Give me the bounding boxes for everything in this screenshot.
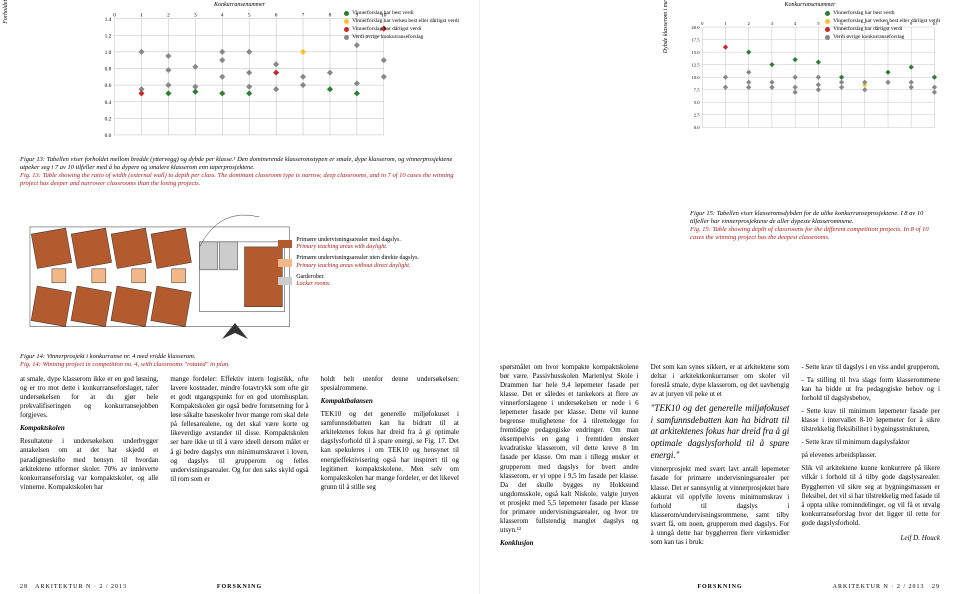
para: vinnerprosjekt med svært lavt antall løp…	[651, 465, 790, 547]
page-num: 28	[20, 584, 28, 590]
svg-text:0: 0	[701, 22, 704, 27]
x-axis-label: Konkurransenummer	[785, 2, 836, 8]
svg-text:12.5: 12.5	[691, 64, 700, 69]
para: mange fordeler: Effektiv intern logistik…	[170, 375, 308, 484]
caption-en: Fig. 15: Table showing depth of classroo…	[690, 226, 929, 241]
svg-text:4: 4	[794, 22, 797, 27]
issue: ARKITEKTUR N · 2 / 2013	[833, 584, 925, 590]
fig13-caption: Figur 13: Tabellen viser forholdet mello…	[20, 156, 459, 189]
footer-right: ARKITEKTUR N · 2 / 2013 29	[833, 584, 940, 590]
para: spørsmålet om hvor kompakte kompaktskole…	[500, 363, 639, 536]
para: - Ta stilling til hva slags form klasser…	[801, 376, 940, 403]
scatter-chart-depth: Konkurransenummer Dybde klasserom i mete…	[680, 10, 940, 150]
svg-text:10.0: 10.0	[691, 76, 700, 81]
body-text-left: at smale, dype klasserom ikke er en god …	[20, 375, 459, 493]
svg-text:3: 3	[771, 22, 774, 27]
para: - Sette krav til minimum løpemeter fasad…	[801, 407, 940, 434]
svg-text:4: 4	[221, 12, 224, 18]
para: at smale, dype klasserom ikke er en god …	[20, 375, 158, 420]
floorplan-legend: Primære undervisningsarealer med dagslys…	[278, 237, 419, 293]
para: Slik vil arkitektene kunne konkurrere på…	[801, 464, 940, 528]
y-axis-label: Forholdet mellom bredde og dybde for kla…	[3, 0, 9, 24]
subhead: Konklusjon	[500, 539, 639, 548]
svg-text:6: 6	[275, 12, 278, 18]
svg-text:0.0: 0.0	[694, 126, 700, 131]
page-right: Konkurransenummer Dybde klasserom i mete…	[480, 0, 960, 594]
byline: Leif D. Houck	[801, 534, 940, 543]
svg-text:17.5: 17.5	[691, 38, 700, 43]
fig15-caption: Figur 15: Tabellen viser klasseromsdybde…	[690, 210, 940, 243]
svg-text:5: 5	[248, 12, 251, 18]
svg-text:5.0: 5.0	[694, 101, 700, 106]
page-left: Konkurransenummer Forholdet mellom bredd…	[0, 0, 480, 594]
subhead: Kompaktbalansen	[321, 397, 459, 406]
svg-text:1.2: 1.2	[105, 33, 112, 39]
svg-text:0.2: 0.2	[105, 116, 112, 122]
svg-text:0.4: 0.4	[105, 100, 112, 106]
svg-text:7: 7	[302, 12, 305, 18]
para: på elevenes arbeidsplasser.	[801, 451, 940, 460]
issue: ARKITEKTUR N · 2 / 2013	[35, 584, 127, 590]
svg-text:5: 5	[817, 22, 820, 27]
svg-text:2: 2	[167, 12, 170, 18]
para: Det som kan synes sikkert, er at arkitek…	[651, 363, 790, 399]
footer-left: 28 ARKITEKTUR N · 2 / 2013	[20, 584, 127, 590]
compass-icon	[220, 321, 250, 341]
svg-text:3: 3	[194, 12, 197, 18]
caption-no: Figur 15: Tabellen viser klasseromsdybde…	[690, 210, 923, 225]
svg-text:2: 2	[748, 22, 751, 27]
svg-text:0.8: 0.8	[105, 67, 112, 73]
pull-quote: "TEK10 og det generelle miljøfokuset i s…	[651, 403, 790, 461]
chart-legend: Vinnerforslag har best verdiVinnerforsla…	[344, 10, 459, 43]
svg-text:1: 1	[140, 12, 143, 18]
svg-text:0.0: 0.0	[105, 133, 112, 139]
footer-center: FORSKNING	[697, 584, 742, 590]
svg-text:1.0: 1.0	[105, 50, 112, 56]
para: - Sette krav til minimum dagslysfaktor	[801, 438, 940, 447]
para: Resultatene i undersøkelsen underbygger …	[20, 437, 158, 492]
para: - Sette krav til dagslys i en viss andel…	[801, 363, 940, 372]
scatter-chart-ratio: Konkurransenummer Forholdet mellom bredd…	[20, 10, 459, 150]
y-axis-label: Dybde klasserom i meter	[663, 0, 669, 53]
caption-no: Figur 14: Vinnerprosjekt i konkurranse n…	[20, 353, 195, 360]
chart-legend: Vinnerforslag har best verdiVinnerforsla…	[825, 10, 940, 43]
body-text-right: spørsmålet om hvor kompakte kompaktskole…	[500, 363, 940, 551]
footer-center: FORSKNING	[217, 584, 262, 590]
svg-text:7.5: 7.5	[694, 89, 700, 94]
caption-no: Figur 13: Tabellen viser forholdet mello…	[20, 156, 452, 171]
svg-text:0.6: 0.6	[105, 83, 112, 89]
svg-text:2.5: 2.5	[694, 114, 700, 119]
svg-text:0: 0	[113, 12, 116, 18]
para: holdt helt utenfor denne undersøkelsen: …	[321, 375, 459, 393]
para: TEK10 og det generelle miljøfokuset i sa…	[321, 410, 459, 492]
svg-text:1: 1	[724, 22, 727, 27]
subhead: Kompaktskolen	[20, 424, 158, 433]
floorplan-fig14: Primære undervisningsarealer med dagslys…	[20, 197, 459, 347]
caption-en: Fig. 13: Table showing the ratio of widt…	[20, 172, 454, 187]
svg-text:1.4: 1.4	[105, 17, 112, 23]
caption-en: Fig. 14: Winning project in competition …	[20, 361, 230, 368]
svg-text:8: 8	[329, 12, 332, 18]
svg-text:20.0: 20.0	[691, 26, 700, 31]
fig14-caption: Figur 14: Vinnerprosjekt i konkurranse n…	[20, 353, 459, 369]
x-axis-label: Konkurransenummer	[214, 2, 265, 8]
svg-text:15.0: 15.0	[691, 51, 700, 56]
page-num: 29	[932, 584, 940, 590]
